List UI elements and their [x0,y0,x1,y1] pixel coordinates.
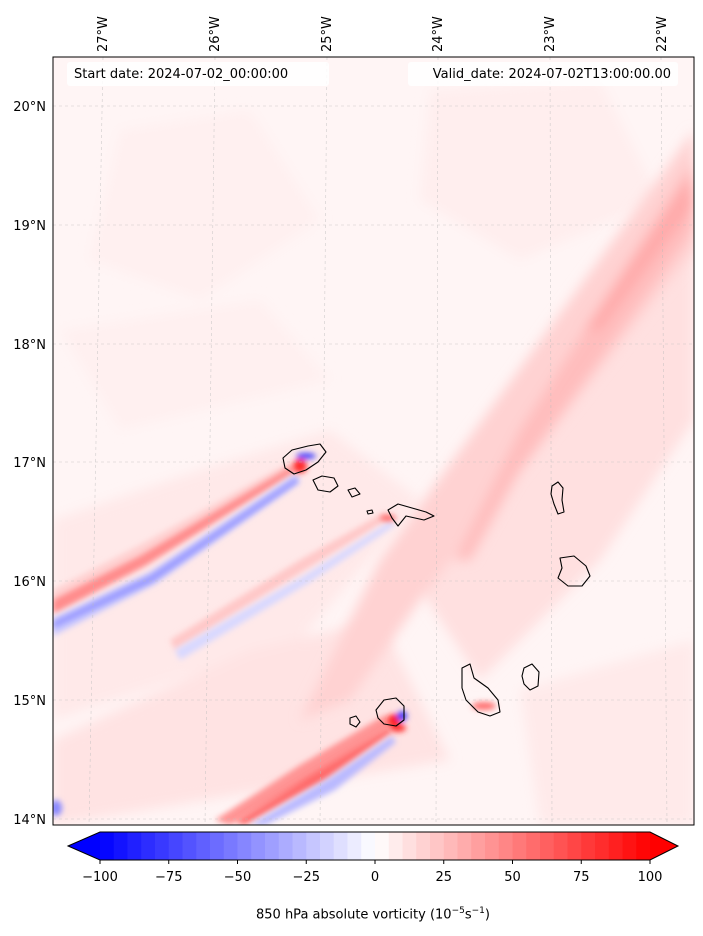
colorbar-cell [636,832,651,860]
lat-label-15n: 15°N [13,694,46,709]
cb-tick-label: 100 [637,870,663,885]
colorbar-cell [402,832,417,860]
colorbar-cell [498,832,513,860]
coastlines [282,443,591,728]
cb-title-main: 850 hPa absolute vorticity (10 [256,907,452,923]
lon-label-22w: 22°W [655,16,670,52]
map-frame [52,56,695,826]
island-santiago [461,663,501,717]
cb-title-end: ) [484,907,490,923]
colorbar-cell [388,832,403,860]
colorbar-cell [595,832,610,860]
latitude-labels: 20°N 19°N 18°N 17°N 16°N 15°N 14°N [13,100,46,828]
colorbar-cell [457,832,472,860]
colorbar-cell [196,832,211,860]
start-date-text: Start date: 2024-07-02_00:00:00 [74,67,288,82]
island-sao-vicente [312,475,339,493]
colorbar-cell [581,832,596,860]
colorbar-cell [210,832,225,860]
island-ilheu [366,509,374,515]
island-santa-luzia [347,487,361,498]
colorbar-cell [347,832,362,860]
colorbar-ticks [99,860,651,864]
colorbar-cell [100,832,115,860]
lat-label-19n: 19°N [13,219,46,234]
colorbar-cell [127,832,142,860]
island-maio [521,663,540,691]
colorbar-cell [306,832,321,860]
vorticity-map: Start date: 2024-07-02_00:00:00 Valid_da… [53,57,694,825]
lat-label-18n: 18°N [13,338,46,353]
lon-label-23w: 23°W [543,16,558,52]
colorbar-cell [182,832,197,860]
colorbar-cell [155,832,170,860]
colorbar-high-extend [650,832,678,860]
colorbar-cell [375,832,390,860]
valid-date-box: Valid_date: 2024-07-02T13:00:00.00 [408,62,678,86]
colorbar-cell [553,832,568,860]
lon-label-24w: 24°W [431,16,446,52]
colorbar-cells [100,832,651,860]
lon-label-25w: 25°W [320,16,335,52]
cb-title-exp1: −5 [451,906,465,916]
colorbar-cell [265,832,280,860]
island-boa-vista [557,555,591,587]
island-brava [349,715,361,728]
colorbar-cell [292,832,307,860]
island-fogo [375,697,405,727]
colorbar-cell [512,832,527,860]
lon-label-27w: 27°W [96,16,111,52]
colorbar-cell [223,832,238,860]
colorbar-cell [471,832,486,860]
colorbar-cell [320,832,335,860]
colorbar-cell [141,832,156,860]
island-santo-antao [282,443,327,475]
cb-tick-label: −50 [223,870,252,885]
vorticity-wake-north [53,462,300,636]
lat-label-16n: 16°N [13,575,46,590]
colorbar-title: 850 hPa absolute vorticity (10−5s−1) [0,906,703,922]
start-date-box: Start date: 2024-07-02_00:00:00 [67,62,329,86]
longitude-labels: 27°W 26°W 25°W 24°W 23°W 22°W [96,16,670,52]
cb-title-mid: s [464,907,472,923]
colorbar-cell [113,832,128,860]
colorbar-cell [251,832,266,860]
colorbar-cell [237,832,252,860]
cb-tick-label: −75 [155,870,183,885]
lat-label-14n: 14°N [13,813,46,828]
cb-tick-label: −100 [82,870,118,885]
lat-label-17n: 17°N [13,456,46,471]
colorbar-cell [540,832,555,860]
colorbar-cell [168,832,183,860]
lon-label-26w: 26°W [208,16,223,52]
lat-label-20n: 20°N [13,100,46,115]
island-sao-nicolau [387,503,435,527]
cb-tick-label: −25 [292,870,320,885]
cb-tick-label: 75 [572,870,590,885]
colorbar-cell [622,832,637,860]
cb-tick-label: 25 [435,870,453,885]
colorbar-cell [443,832,458,860]
colorbar [66,831,680,864]
cb-title-exp2: −1 [471,906,485,916]
colorbar-cell [430,832,445,860]
colorbar-cell [333,832,348,860]
colorbar-cell [278,832,293,860]
vorticity-wake-middle [170,512,394,660]
colorbar-cell [608,832,623,860]
colorbar-cell [361,832,376,860]
colorbar-cell [526,832,541,860]
vorticity-diagonal-band [300,130,694,720]
cb-tick-label: 50 [504,870,521,885]
island-sal [550,481,565,515]
valid-date-text: Valid_date: 2024-07-02T13:00:00.00 [433,67,671,82]
colorbar-cell [567,832,582,860]
colorbar-cell [485,832,500,860]
colorbar-cell [416,832,431,860]
vorticity-wake-south [215,715,398,825]
colorbar-low-extend [68,832,100,860]
graticule [53,57,694,825]
cb-tick-label: 0 [370,870,380,885]
